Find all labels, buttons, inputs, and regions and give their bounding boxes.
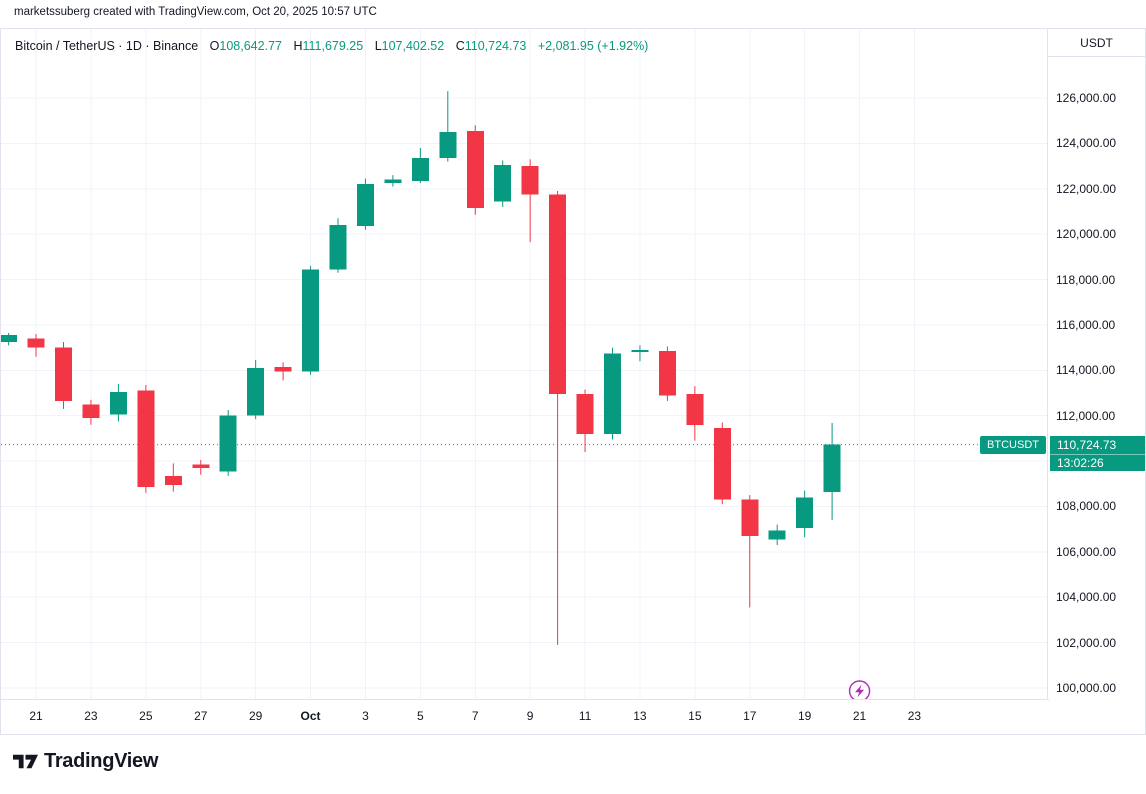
price-tick-label: 116,000.00 xyxy=(1056,317,1116,332)
time-tick-label: 17 xyxy=(743,709,757,723)
time-tick-label: 7 xyxy=(471,709,479,723)
high-label: H xyxy=(293,39,303,53)
candle-body[interactable] xyxy=(274,366,292,372)
chart-widget: Bitcoin / TetherUS · 1D · Binance O108,6… xyxy=(0,28,1146,735)
time-tick-label: 11 xyxy=(578,709,592,723)
low-value: 107,402.52 xyxy=(381,39,445,53)
price-tick-label: 104,000.00 xyxy=(1056,590,1117,605)
time-tick-label: 3 xyxy=(362,709,369,723)
bar-countdown-badge: 13:02:26 xyxy=(1050,453,1145,471)
symbol-title[interactable]: Bitcoin / TetherUS · 1D · Binance xyxy=(15,39,199,53)
time-tick-label: 27 xyxy=(194,709,208,723)
candle-body[interactable] xyxy=(768,530,786,540)
lightning-bolt-glyph xyxy=(855,684,865,698)
price-tick-label: 102,000.00 xyxy=(1056,635,1117,650)
candle-body[interactable] xyxy=(247,368,265,416)
candle-body[interactable] xyxy=(823,444,841,492)
time-axis[interactable]: 21 23 25 27 29 Oct 3 5 7 9 11 13 15 17 19 21 23 xyxy=(1,699,1049,734)
tradingview-logo[interactable]: TradingView xyxy=(13,750,158,773)
high-value: 111,679.25 xyxy=(302,39,364,53)
price-tick-label: 112,000.00 xyxy=(1056,408,1116,423)
open-value: 108,642.77 xyxy=(219,39,282,53)
price-tick-label: 106,000.00 xyxy=(1056,544,1117,559)
candle-body[interactable] xyxy=(109,391,127,415)
candle-body[interactable] xyxy=(439,132,457,159)
close-value: 110,724.73 xyxy=(464,39,527,53)
time-tick-label: 23 xyxy=(84,709,98,723)
ohlc-low: L107,402.52 xyxy=(375,39,445,53)
time-tick-label: 13 xyxy=(633,709,647,723)
close-label: C xyxy=(455,39,465,53)
candle-body[interactable] xyxy=(219,415,237,472)
price-tick-label: 100,000.00 xyxy=(1056,681,1117,695)
candle-body[interactable] xyxy=(686,394,704,425)
candle-body[interactable] xyxy=(604,353,621,434)
time-tick-label: 5 xyxy=(417,709,424,723)
candle-body[interactable] xyxy=(192,464,210,468)
open-label: O xyxy=(209,39,220,53)
candle-body[interactable] xyxy=(741,499,759,536)
price-tick-label: 108,000.00 xyxy=(1056,499,1117,514)
price-tick-label: 126,000.00 xyxy=(1056,91,1117,105)
price-line-symbol-badge: BTCUSDT xyxy=(980,435,1046,454)
candle-body[interactable] xyxy=(302,269,320,372)
candle-body[interactable] xyxy=(796,497,814,529)
time-tick-label: 29 xyxy=(248,709,263,723)
time-tick-label: 21 xyxy=(852,709,867,723)
price-axis[interactable]: 126,000.00 124,000.00 122,000.00 120,000.00… xyxy=(1047,29,1145,734)
last-price-badge: 110,724.73 xyxy=(1050,435,1145,454)
time-tick-label: 25 xyxy=(139,709,153,723)
ohlc-high: H111,679.25 xyxy=(293,39,363,53)
candle-body[interactable] xyxy=(1,335,18,342)
attribution-text: marketssuberg created with TradingView.c… xyxy=(14,6,377,18)
ohlc-open: O108,642.77 xyxy=(210,39,282,53)
candle-body[interactable] xyxy=(658,351,676,396)
price-tick-label: 114,000.00 xyxy=(1056,363,1116,378)
symbol-legend: Bitcoin / TetherUS · 1D · Binance O108,6… xyxy=(15,39,648,53)
candle-body[interactable] xyxy=(411,158,429,181)
candle-body[interactable] xyxy=(631,349,649,353)
time-tick-label: 23 xyxy=(907,709,922,723)
candle-body[interactable] xyxy=(164,475,182,485)
candle-body[interactable] xyxy=(356,184,374,227)
price-tick-label: 122,000.00 xyxy=(1056,181,1117,196)
price-tick-label: 124,000.00 xyxy=(1056,136,1117,151)
time-tick-label: 19 xyxy=(797,709,812,723)
candle-body[interactable] xyxy=(713,428,731,500)
ohlc-close: C110,724.73 xyxy=(456,39,527,53)
time-tick-label: 21 xyxy=(29,709,43,723)
price-tick-label: 118,000.00 xyxy=(1056,272,1116,287)
candle-body[interactable] xyxy=(27,338,45,348)
time-tick-label: 9 xyxy=(526,709,534,723)
candle-body[interactable] xyxy=(494,164,512,202)
candle-body[interactable] xyxy=(82,404,100,418)
low-label: L xyxy=(374,39,382,53)
time-tick-label: Oct xyxy=(300,709,321,723)
candle-body[interactable] xyxy=(466,130,484,209)
candlestick-chart[interactable] xyxy=(1,29,1049,701)
price-tick-label: 120,000.00 xyxy=(1056,227,1117,242)
candle-body[interactable] xyxy=(329,225,347,270)
candle-body[interactable] xyxy=(576,394,594,434)
candle-body[interactable] xyxy=(55,347,72,401)
candle-body[interactable] xyxy=(137,390,155,488)
change-value: +2,081.95 (+1.92%) xyxy=(537,39,649,53)
currency-button[interactable]: USDT xyxy=(1047,29,1145,57)
candle-body[interactable] xyxy=(549,194,567,395)
time-tick-label: 15 xyxy=(688,709,702,723)
candle-body[interactable] xyxy=(384,179,402,184)
tradingview-logo-text: TradingView xyxy=(44,750,159,772)
tradingview-logo-icon xyxy=(13,754,38,769)
candle-body[interactable] xyxy=(521,166,539,195)
